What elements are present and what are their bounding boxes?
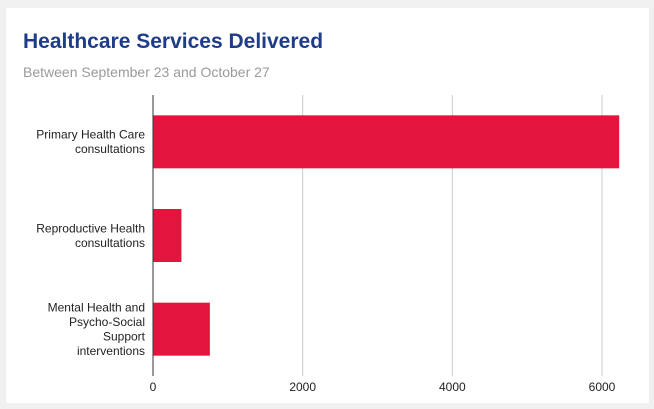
bar <box>153 209 182 262</box>
category-label: Reproductive Health consultations <box>36 221 145 250</box>
category-label-line: Psycho-Social <box>69 315 145 329</box>
category-label: Mental Health and Psycho-Social Support int… <box>48 300 146 358</box>
chart-card: Healthcare Services Delivered Between Se… <box>6 8 649 403</box>
category-label-line: consultations <box>75 142 145 156</box>
chart-subtitle: Between September 23 and October 27 <box>23 64 270 80</box>
category-label: Primary Health Care consultations <box>36 128 145 157</box>
category-label-line: Support <box>103 329 146 343</box>
bar <box>153 302 210 356</box>
x-tick-label: 2000 <box>289 380 316 394</box>
category-label-line: Mental Health and <box>48 300 145 314</box>
x-tick-label: 0 <box>150 380 157 394</box>
chart-title: Healthcare Services Delivered <box>23 30 324 53</box>
bar <box>153 115 620 169</box>
category-label-line: Primary Health Care <box>36 128 145 142</box>
category-label-line: Reproductive Health <box>36 221 145 235</box>
x-tick-label: 6000 <box>589 380 616 394</box>
x-tick-label: 4000 <box>439 380 466 394</box>
category-label-line: consultations <box>75 236 145 250</box>
category-label-line: interventions <box>77 344 145 358</box>
